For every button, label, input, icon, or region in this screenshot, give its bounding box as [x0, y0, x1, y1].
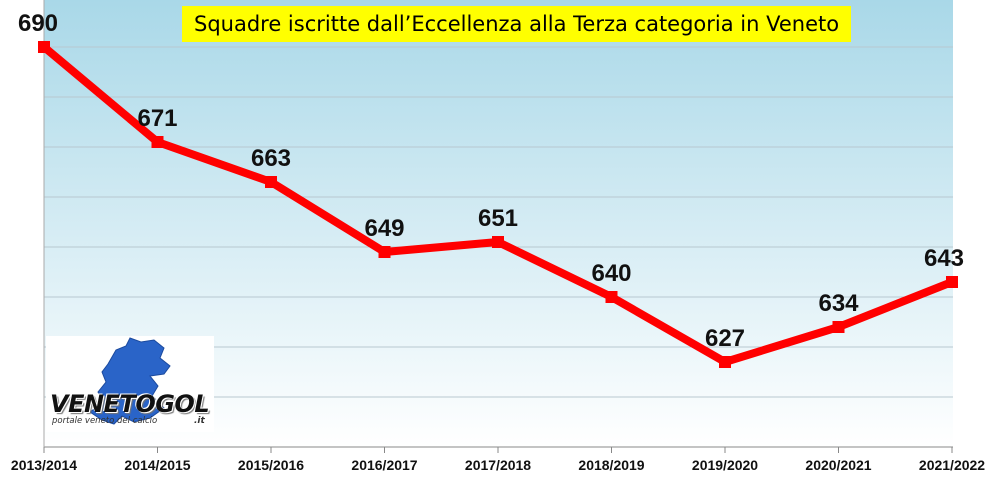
data-point-marker	[378, 246, 391, 258]
data-point-marker	[719, 356, 731, 368]
x-tick-label: 2013/2014	[11, 457, 77, 473]
data-point-marker	[832, 321, 845, 333]
x-tick-label: 2021/2022	[919, 457, 985, 473]
data-label: 627	[705, 325, 745, 352]
data-point-marker	[265, 176, 277, 188]
logo-suffix: .it	[194, 416, 205, 426]
series-line-group	[38, 41, 958, 368]
data-point-marker	[946, 276, 958, 288]
data-label: 640	[591, 260, 631, 287]
x-tick-label: 2014/2015	[124, 457, 190, 473]
data-label: 651	[478, 205, 518, 232]
data-label: 690	[18, 10, 58, 37]
data-label: 649	[364, 215, 404, 242]
data-labels: 690 671 663 649 651 640 627 634 643	[18, 10, 964, 352]
veneto-region-map-icon	[89, 337, 171, 425]
data-label: 643	[924, 245, 964, 272]
chart-title: Squadre iscritte dall’Eccellenza alla Te…	[182, 6, 852, 42]
data-label: 671	[137, 105, 177, 132]
data-point-marker	[151, 136, 164, 148]
x-tick-label: 2016/2017	[351, 457, 417, 473]
x-axis	[43, 0, 953, 453]
x-tick-label: 2020/2021	[805, 457, 871, 473]
logo-subtitle: portale veneto del calcio	[52, 416, 158, 426]
data-point-marker	[605, 291, 618, 303]
x-tick-label: 2018/2019	[578, 457, 644, 473]
data-label: 634	[818, 290, 859, 317]
data-point-marker	[492, 236, 504, 248]
x-tick-label: 2015/2016	[238, 457, 304, 473]
venetogol-logo: VENETOGOL portale veneto del calcio .it	[46, 336, 214, 432]
logo-wordmark: VENETOGOL	[50, 390, 210, 418]
data-label: 663	[251, 145, 291, 172]
x-tick-label: 2019/2020	[692, 457, 758, 473]
data-point-marker	[38, 41, 50, 53]
x-tick-label: 2017/2018	[465, 457, 531, 473]
x-tick-labels: 2013/2014 2014/2015 2015/2016 2016/2017 2017…	[11, 457, 985, 473]
